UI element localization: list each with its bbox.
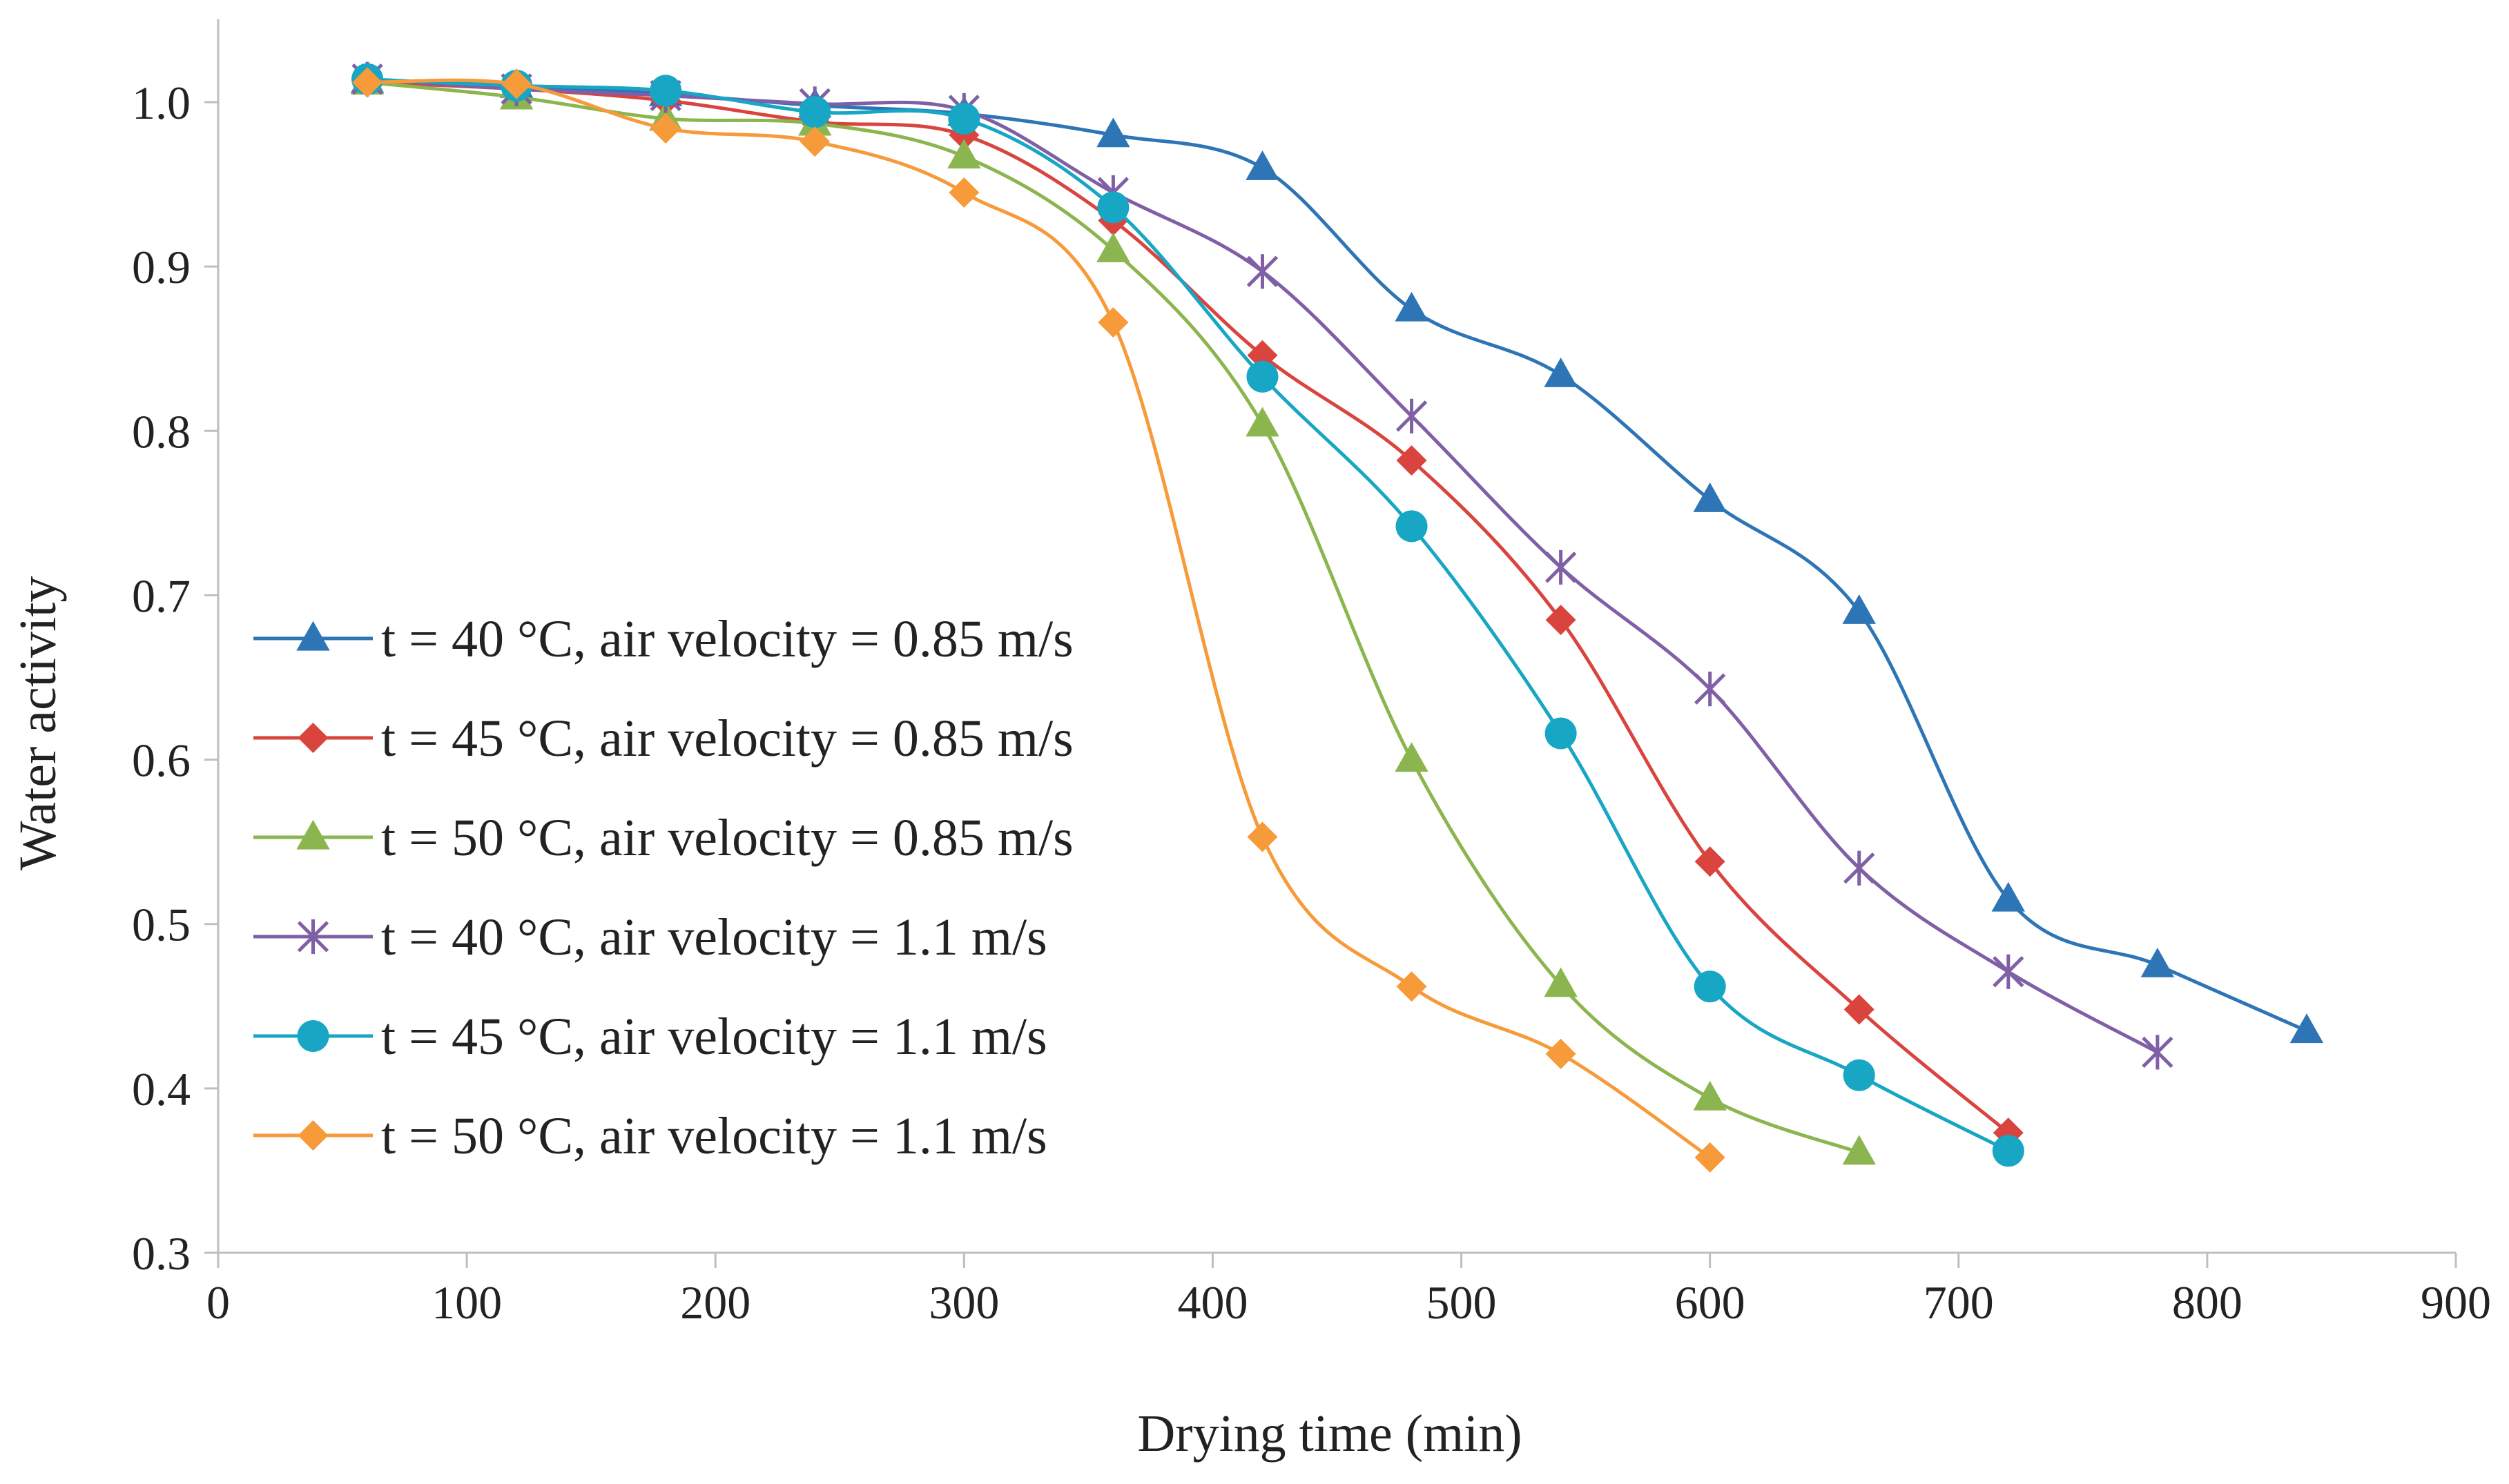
data-point: [1993, 954, 2024, 989]
data-point: [1843, 994, 1875, 1025]
x-axis-title: Drying time (min): [1137, 1405, 1522, 1463]
y-tick-label: 0.9: [132, 241, 191, 293]
x-tick-label: 600: [1675, 1276, 1745, 1329]
legend-marker: [297, 1020, 329, 1052]
y-tick-label: 0.7: [132, 569, 191, 622]
data-point: [1545, 1038, 1576, 1069]
data-point: [1246, 360, 1279, 393]
x-tick-label: 100: [432, 1276, 502, 1329]
y-tick-label: 0.4: [132, 1063, 191, 1115]
y-tick-label: 0.5: [132, 899, 191, 951]
data-point: [1694, 1142, 1725, 1173]
x-tick-label: 0: [206, 1276, 230, 1329]
data-point: [1395, 291, 1428, 322]
y-tick-label: 0.6: [132, 734, 191, 787]
data-point: [1096, 117, 1130, 148]
legend-marker: [296, 621, 330, 651]
series-line: [367, 79, 2307, 1033]
legend-marker: [298, 723, 329, 753]
legend-label: t = 50 °C, air velocity = 0.85 m/s: [381, 809, 1074, 867]
x-tick-label: 500: [1426, 1276, 1497, 1329]
data-point: [1694, 672, 1726, 707]
data-point: [1694, 846, 1725, 877]
legend-marker: [296, 819, 330, 850]
data-point: [1396, 971, 1427, 1002]
legend-item: t = 40 °C, air velocity = 0.85 m/s: [253, 610, 1074, 668]
data-point: [1395, 742, 1428, 772]
data-point: [947, 139, 981, 169]
legend-item: t = 45 °C, air velocity = 1.1 m/s: [253, 1008, 1047, 1066]
data-point: [1694, 970, 1726, 1003]
data-point: [2142, 1035, 2173, 1070]
data-point: [799, 96, 831, 128]
x-tick-label: 200: [680, 1276, 750, 1329]
y-axis-title: Water activity: [9, 576, 67, 870]
data-point: [1843, 850, 1875, 886]
data-point: [1544, 967, 1578, 997]
y-tick-label: 1.0: [132, 77, 191, 129]
data-point: [1545, 605, 1576, 636]
legend: t = 40 °C, air velocity = 0.85 m/s t = 45…: [253, 610, 1074, 1165]
data-point: [352, 67, 383, 98]
legend-item: t = 40 °C, air velocity = 1.1 m/s: [253, 908, 1047, 966]
data-point: [1991, 881, 2025, 912]
legend-marker: [297, 919, 329, 955]
data-point: [1992, 1135, 2024, 1167]
legend-label: t = 40 °C, air velocity = 0.85 m/s: [381, 610, 1074, 668]
data-point: [1395, 510, 1428, 543]
x-tick-label: 300: [929, 1276, 999, 1329]
data-point: [1246, 407, 1279, 437]
data-point: [1096, 233, 1130, 262]
series-1: [350, 63, 2324, 1044]
data-point: [1842, 1135, 1876, 1165]
legend-label: t = 45 °C, air velocity = 1.1 m/s: [381, 1008, 1047, 1066]
data-point: [650, 113, 681, 144]
data-point: [2289, 1013, 2324, 1044]
data-point: [1693, 482, 1727, 512]
data-point: [2140, 947, 2175, 977]
data-point: [1843, 1059, 1875, 1091]
y-tick-label: 0.8: [132, 405, 191, 458]
data-point: [1544, 549, 1577, 585]
data-point: [1395, 398, 1428, 433]
data-point: [1246, 254, 1279, 289]
legend-marker: [298, 1120, 329, 1151]
data-point: [1247, 821, 1278, 852]
axes: 0.3 0.4 0.5 0.6 0.7 0.8 0.9 1.0 0 100 200 300 400 500…: [132, 19, 2491, 1329]
data-point: [949, 177, 980, 208]
data-point: [1544, 358, 1578, 387]
legend-label: t = 40 °C, air velocity = 1.1 m/s: [381, 908, 1047, 966]
data-point: [650, 75, 682, 107]
series-6: [352, 67, 1725, 1173]
data-point: [800, 126, 831, 157]
legend-item: t = 45 °C, air velocity = 0.85 m/s: [253, 710, 1074, 768]
data-point: [948, 102, 980, 135]
data-point: [1097, 191, 1130, 224]
x-tick-label: 900: [2421, 1276, 2491, 1329]
legend-item: t = 50 °C, air velocity = 1.1 m/s: [253, 1107, 1047, 1165]
series-line: [367, 80, 2010, 1135]
x-tick-label: 800: [2172, 1276, 2242, 1329]
data-point: [1396, 445, 1427, 476]
legend-label: t = 50 °C, air velocity = 1.1 m/s: [381, 1107, 1047, 1165]
data-point: [1246, 150, 1279, 180]
series-group: [350, 61, 2324, 1173]
data-point: [1842, 594, 1876, 624]
data-point: [1693, 1080, 1727, 1111]
data-point: [501, 68, 532, 99]
data-point: [1544, 717, 1577, 750]
data-point: [1098, 307, 1129, 338]
x-tick-label: 400: [1177, 1276, 1248, 1329]
y-tick-label: 0.3: [132, 1227, 191, 1280]
legend-label: t = 45 °C, air velocity = 0.85 m/s: [381, 710, 1074, 768]
legend-item: t = 50 °C, air velocity = 0.85 m/s: [253, 809, 1074, 867]
series-line: [367, 77, 2159, 1054]
x-tick-label: 700: [1924, 1276, 1994, 1329]
